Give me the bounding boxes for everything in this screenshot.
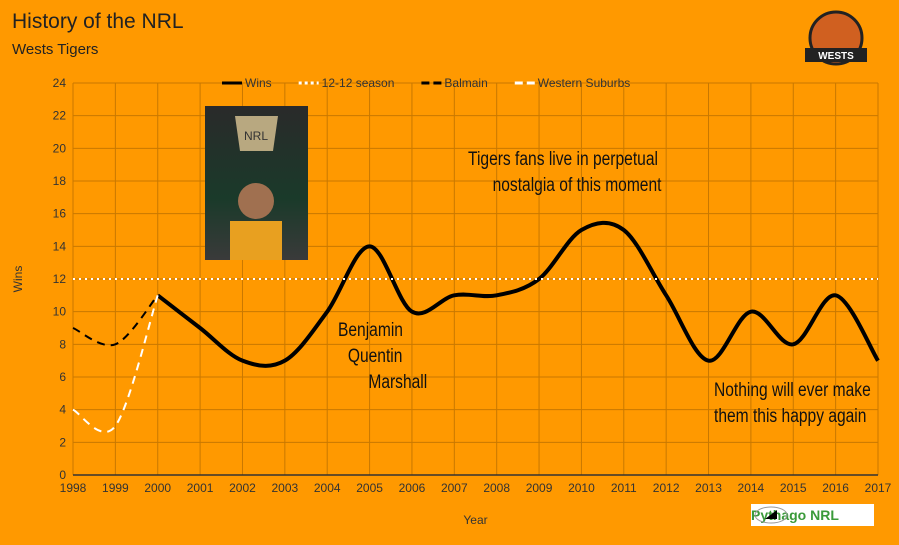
x-tick-label: 2010 xyxy=(568,481,595,495)
x-tick-label: 2004 xyxy=(314,481,341,495)
chart-title: History of the NRL xyxy=(12,10,184,33)
annotation-happy: Nothing will ever make them this happy ag… xyxy=(714,380,871,427)
x-tick-label: 2005 xyxy=(356,481,383,495)
chart-subtitle: Wests Tigers xyxy=(12,41,99,58)
x-tick-label: 2000 xyxy=(144,481,171,495)
x-tick-label: 1998 xyxy=(60,481,87,495)
y-tick-label: 24 xyxy=(53,76,67,90)
y-tick-label: 8 xyxy=(59,337,66,351)
x-tick-label: 2003 xyxy=(271,481,298,495)
x-tick-label: 2016 xyxy=(822,481,849,495)
series-line-balmain xyxy=(72,294,159,347)
svg-text:WESTS: WESTS xyxy=(818,51,854,62)
x-tick-label: 2013 xyxy=(695,481,722,495)
y-tick-label: 6 xyxy=(59,370,66,384)
y-tick-label: 12 xyxy=(53,272,67,286)
series-line-western-suburbs xyxy=(72,295,159,433)
x-tick-label: 2015 xyxy=(780,481,807,495)
x-tick-label: 2008 xyxy=(483,481,510,495)
annotation-nostalgia: Tigers fans live in perpetual nostalgia o… xyxy=(468,149,662,196)
series-line-wins xyxy=(156,220,880,368)
legend-label: Balmain xyxy=(444,76,487,90)
x-tick-label: 2012 xyxy=(653,481,680,495)
svg-text:NRL: NRL xyxy=(244,129,268,143)
x-tick-label: 2014 xyxy=(738,481,765,495)
wests-tigers-logo: WESTS xyxy=(795,8,877,76)
marshall-trophy-photo: NRL xyxy=(205,106,308,260)
pythago-nrl-credit: Pythago NRL xyxy=(751,504,874,526)
y-tick-label: 10 xyxy=(53,305,67,319)
y-tick-label: 4 xyxy=(59,403,66,417)
x-tick-label: 1999 xyxy=(102,481,129,495)
y-tick-label: 20 xyxy=(53,141,67,155)
x-tick-label: 2009 xyxy=(526,481,553,495)
legend-label: Western Suburbs xyxy=(538,76,631,90)
y-tick-label: 14 xyxy=(53,239,67,253)
y-tick-label: 16 xyxy=(53,207,67,221)
y-axis-label: Wins xyxy=(11,266,25,293)
x-tick-label: 2002 xyxy=(229,481,256,495)
pythago-logo-icon xyxy=(754,506,788,524)
x-axis-label: Year xyxy=(463,513,487,527)
x-tick-label: 2001 xyxy=(187,481,214,495)
x-tick-label: 2017 xyxy=(865,481,892,495)
annotation-marshall: Benjamin Quentin Marshall xyxy=(338,320,428,393)
y-tick-label: 22 xyxy=(53,109,67,123)
y-tick-label: 2 xyxy=(59,435,66,449)
legend-label: Wins xyxy=(245,76,272,90)
x-tick-label: 2006 xyxy=(399,481,426,495)
legend-label: 12-12 season xyxy=(322,76,395,90)
x-tick-label: 2011 xyxy=(611,481,637,495)
x-tick-label: 2007 xyxy=(441,481,468,495)
y-tick-label: 0 xyxy=(59,468,66,482)
y-tick-label: 18 xyxy=(53,174,67,188)
